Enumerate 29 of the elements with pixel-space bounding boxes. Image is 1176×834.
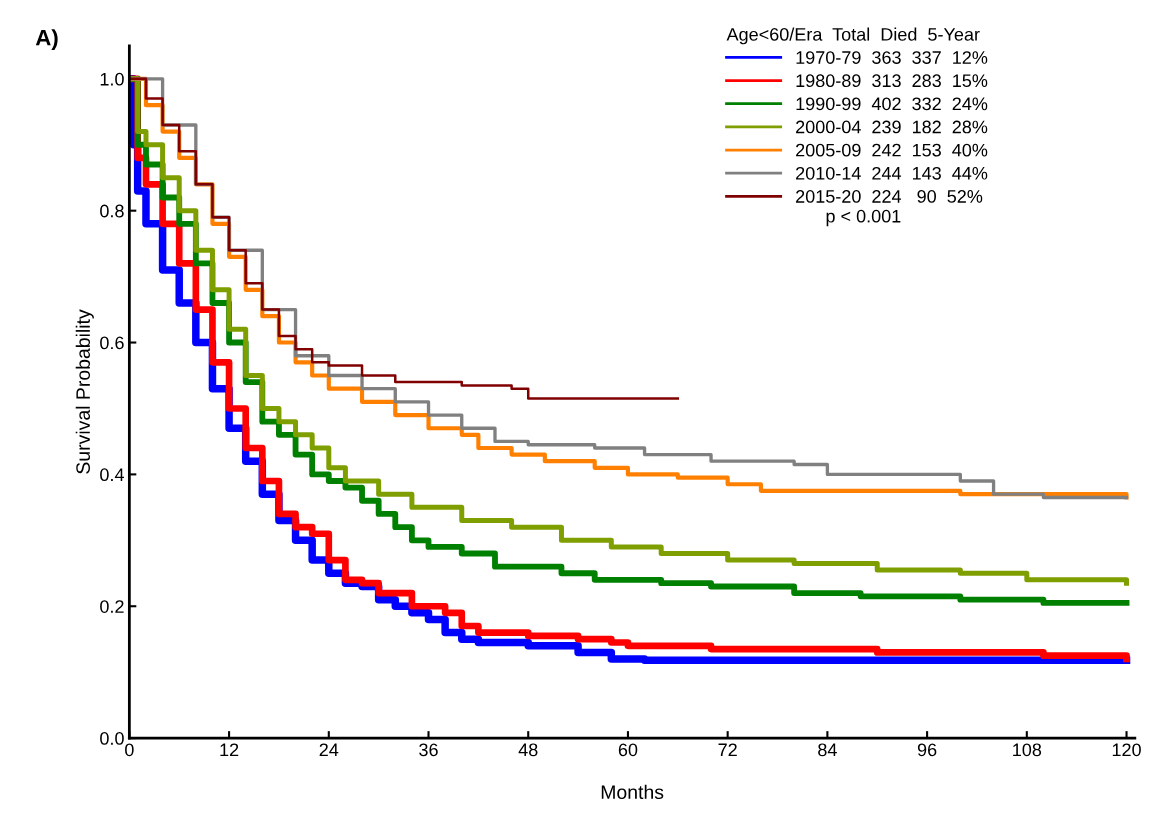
y-tick-label: 0.2 [100,600,124,613]
y-tick-label: 0.6 [100,336,124,350]
legend-label: 1980-89 313 283 15% [796,74,988,88]
y-tick-label: 1.0 [100,72,124,86]
x-tick-label: 84 [818,743,837,757]
chart-title: A) [35,29,58,50]
y-axis-title: Survival Probability [75,309,94,474]
x-tick-label: 0 [125,743,134,757]
y-tick-label: 0.8 [100,204,124,218]
x-tick-label: 108 [1013,743,1042,757]
legend-label: 2005-09 242 153 40% [796,143,988,157]
x-tick-label: 24 [319,743,339,757]
legend-label: 2010-14 244 143 44% [796,166,988,180]
legend-label: 2000-04 239 182 28% [796,120,988,134]
x-tick-label: 60 [618,743,638,757]
y-tick-label: 0.0 [100,732,124,745]
x-tick-label: 96 [917,743,937,757]
x-axis-title: Months [601,784,664,800]
legend-label: 2015-20 224 90 52% [796,190,983,203]
y-tick-label: 0.4 [100,468,124,482]
legend-title: Age<60/Era Total Died 5-Year [726,27,980,45]
legend-label: 1990-99 402 332 24% [796,97,988,111]
legend-label: 1970-79 363 337 12% [796,51,988,64]
x-tick-label: 36 [419,743,438,757]
x-tick-label: 72 [718,743,737,757]
x-tick-label: 12 [220,743,239,757]
x-tick-label: 48 [518,743,538,757]
x-tick-label: 120 [1112,743,1141,757]
annotation: p < 0.001 [826,209,901,227]
